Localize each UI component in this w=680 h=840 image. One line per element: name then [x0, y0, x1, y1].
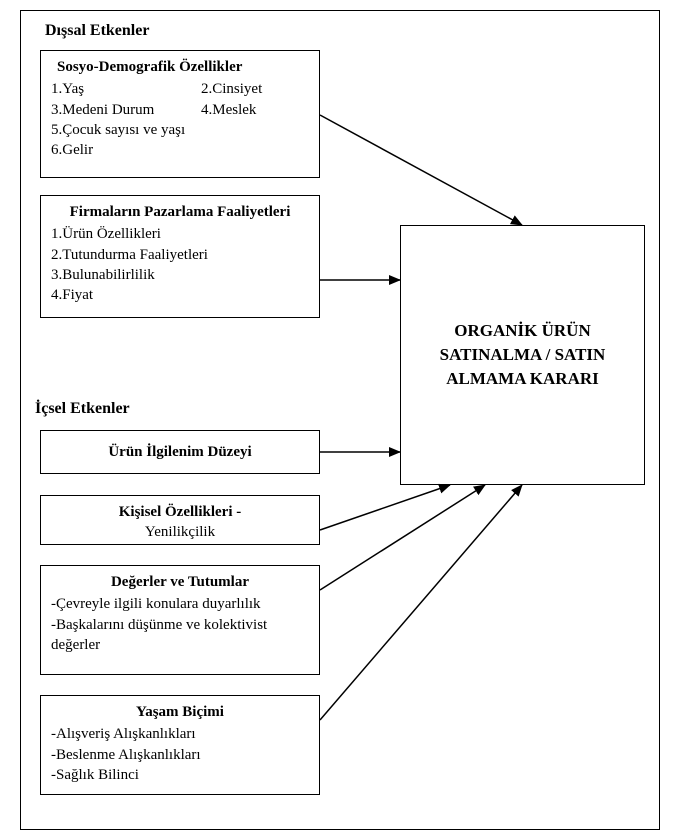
box-marketing-title: Firmaların Pazarlama Faaliyetleri	[51, 202, 309, 222]
target-line2: SATINALMA / SATIN	[440, 343, 606, 367]
box-involvement-title: Ürün İlgilenim Düzeyi	[108, 442, 251, 462]
marketing-item-1: 1.Ürün Özellikleri	[51, 224, 309, 244]
socio-item-gelir: 6.Gelir	[51, 140, 309, 160]
header-internal: İçsel Etkenler	[35, 400, 130, 418]
box-target-decision: ORGANİK ÜRÜN SATINALMA / SATIN ALMAMA KA…	[400, 225, 645, 485]
target-text: ORGANİK ÜRÜN SATINALMA / SATIN ALMAMA KA…	[440, 319, 606, 390]
socio-row-2: 3.Medeni Durum 4.Meslek	[51, 100, 309, 120]
box-values: Değerler ve Tutumlar -Çevreyle ilgili ko…	[40, 565, 320, 675]
header-external: Dışsal Etkenler	[45, 22, 149, 40]
box-marketing: Firmaların Pazarlama Faaliyetleri 1.Ürün…	[40, 195, 320, 318]
values-item-2: -Başkalarını düşünme ve kolektivist değe…	[51, 615, 309, 656]
target-line1: ORGANİK ÜRÜN	[440, 319, 606, 343]
box-involvement: Ürün İlgilenim Düzeyi	[40, 430, 320, 474]
box-personal-title: Kişisel Özellikleri -	[119, 504, 241, 520]
lifestyle-item-1: -Alışveriş Alışkanlıkları	[51, 724, 309, 744]
box-values-title: Değerler ve Tutumlar	[51, 572, 309, 592]
values-item-1: -Çevreyle ilgili konulara duyarlılık	[51, 594, 309, 614]
socio-item-medeni: 3.Medeni Durum	[51, 100, 201, 120]
box-personal: Kişisel Özellikleri - Yenilikçilik	[40, 495, 320, 545]
lifestyle-item-2: -Beslenme Alışkanlıkları	[51, 745, 309, 765]
socio-item-yas: 1.Yaş	[51, 79, 201, 99]
box-socio-demographic: Sosyo-Demografik Özellikler 1.Yaş 2.Cins…	[40, 50, 320, 178]
box-personal-subtitle: Yenilikçilik	[51, 522, 309, 542]
socio-row-1: 1.Yaş 2.Cinsiyet	[51, 79, 309, 99]
socio-item-cinsiyet: 2.Cinsiyet	[201, 79, 262, 99]
socio-item-meslek: 4.Meslek	[201, 100, 256, 120]
marketing-item-2: 2.Tutundurma Faaliyetleri	[51, 245, 309, 265]
box-lifestyle-title: Yaşam Biçimi	[51, 702, 309, 722]
lifestyle-item-3: -Sağlık Bilinci	[51, 765, 309, 785]
target-line3: ALMAMA KARARI	[440, 367, 606, 391]
box-lifestyle: Yaşam Biçimi -Alışveriş Alışkanlıkları -…	[40, 695, 320, 795]
box-socio-title: Sosyo-Demografik Özellikler	[51, 57, 309, 77]
marketing-item-3: 3.Bulunabilirlilik	[51, 265, 309, 285]
marketing-item-4: 4.Fiyat	[51, 285, 309, 305]
socio-item-cocuk: 5.Çocuk sayısı ve yaşı	[51, 120, 309, 140]
